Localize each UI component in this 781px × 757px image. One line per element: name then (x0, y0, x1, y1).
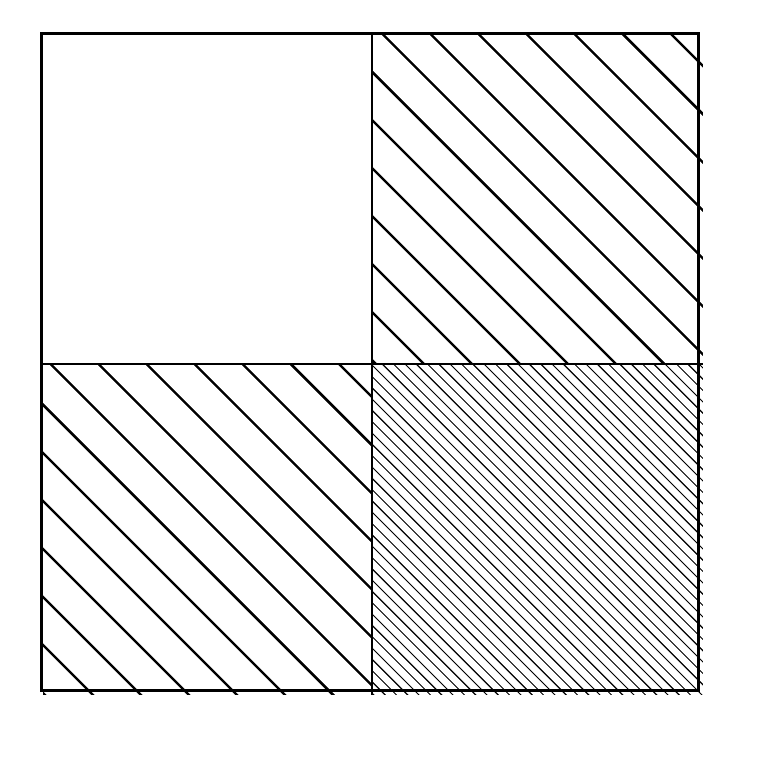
diagram-canvas (0, 0, 781, 757)
grid-cell-r0-c1 (373, 35, 703, 365)
two-by-two-grid (40, 32, 700, 692)
grid-cell-r1-c1 (373, 365, 703, 695)
grid-cell-r1-c0 (43, 365, 373, 695)
grid-cell-r0-c0 (43, 35, 373, 365)
